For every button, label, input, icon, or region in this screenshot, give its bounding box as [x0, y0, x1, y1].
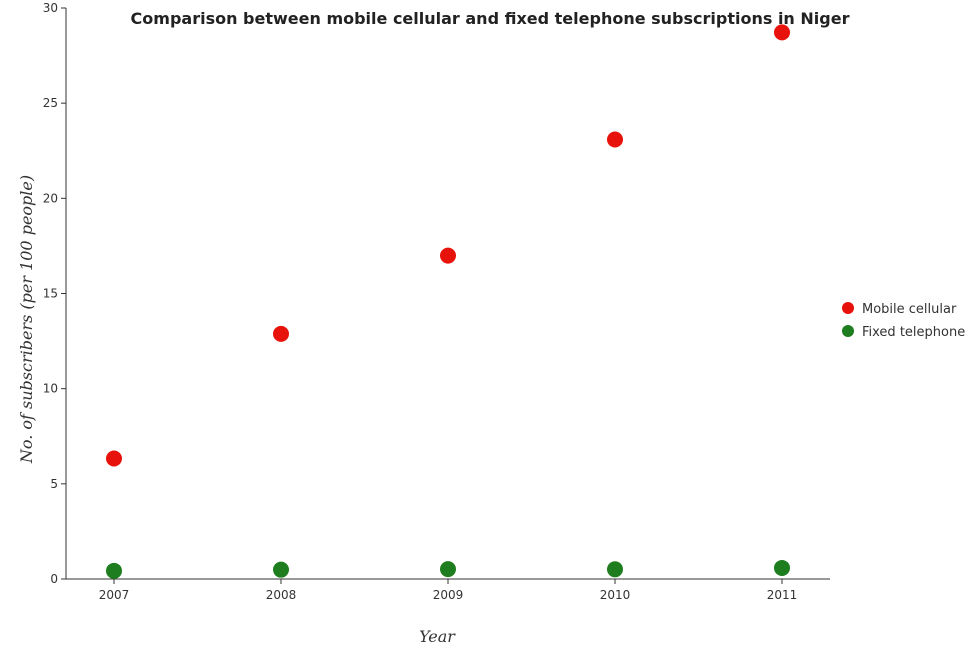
x-axis-label: Year: [419, 627, 456, 646]
legend-marker-fixed-telephone: [842, 325, 854, 337]
mobile-cellular-point: [273, 325, 289, 342]
fixed-telephone-point: [774, 559, 790, 576]
y-tick-label: 15: [43, 287, 58, 301]
x-tick-label: 2007: [99, 588, 130, 602]
mobile-cellular-point: [607, 131, 623, 148]
x-tick-label: 2010: [600, 588, 631, 602]
mobile-cellular-point: [774, 24, 790, 41]
y-tick-label: 20: [43, 191, 58, 205]
fixed-telephone-point: [273, 561, 289, 578]
fixed-telephone-point: [607, 561, 623, 578]
legend-label-fixed-telephone: Fixed telephone: [862, 325, 965, 340]
fixed-telephone-point: [440, 561, 456, 578]
y-tick-label: 25: [43, 96, 58, 110]
x-tick-label: 2009: [433, 588, 464, 602]
mobile-cellular-point: [106, 450, 122, 467]
fixed-telephone-point: [106, 562, 122, 579]
legend-marker-mobile-cellular: [842, 302, 854, 314]
x-tick-label: 2011: [767, 588, 798, 602]
chart-title: Comparison between mobile cellular and f…: [131, 9, 850, 28]
axes: 0 5 10 15 20 25 30 2007 2008 2009 2010 2011: [43, 1, 830, 602]
y-tick-label: 5: [50, 477, 58, 491]
x-tick-label: 2008: [266, 588, 297, 602]
y-axis-label: No. of subscribers (per 100 people): [17, 175, 36, 464]
legend-label-mobile-cellular: Mobile cellular: [862, 302, 957, 317]
y-tick-label: 0: [50, 572, 58, 586]
y-tick-label: 30: [43, 1, 58, 15]
data-points: [106, 24, 790, 579]
y-tick-label: 10: [43, 382, 58, 396]
mobile-cellular-point: [440, 247, 456, 264]
legend: Mobile cellular Fixed telephone: [842, 302, 965, 340]
